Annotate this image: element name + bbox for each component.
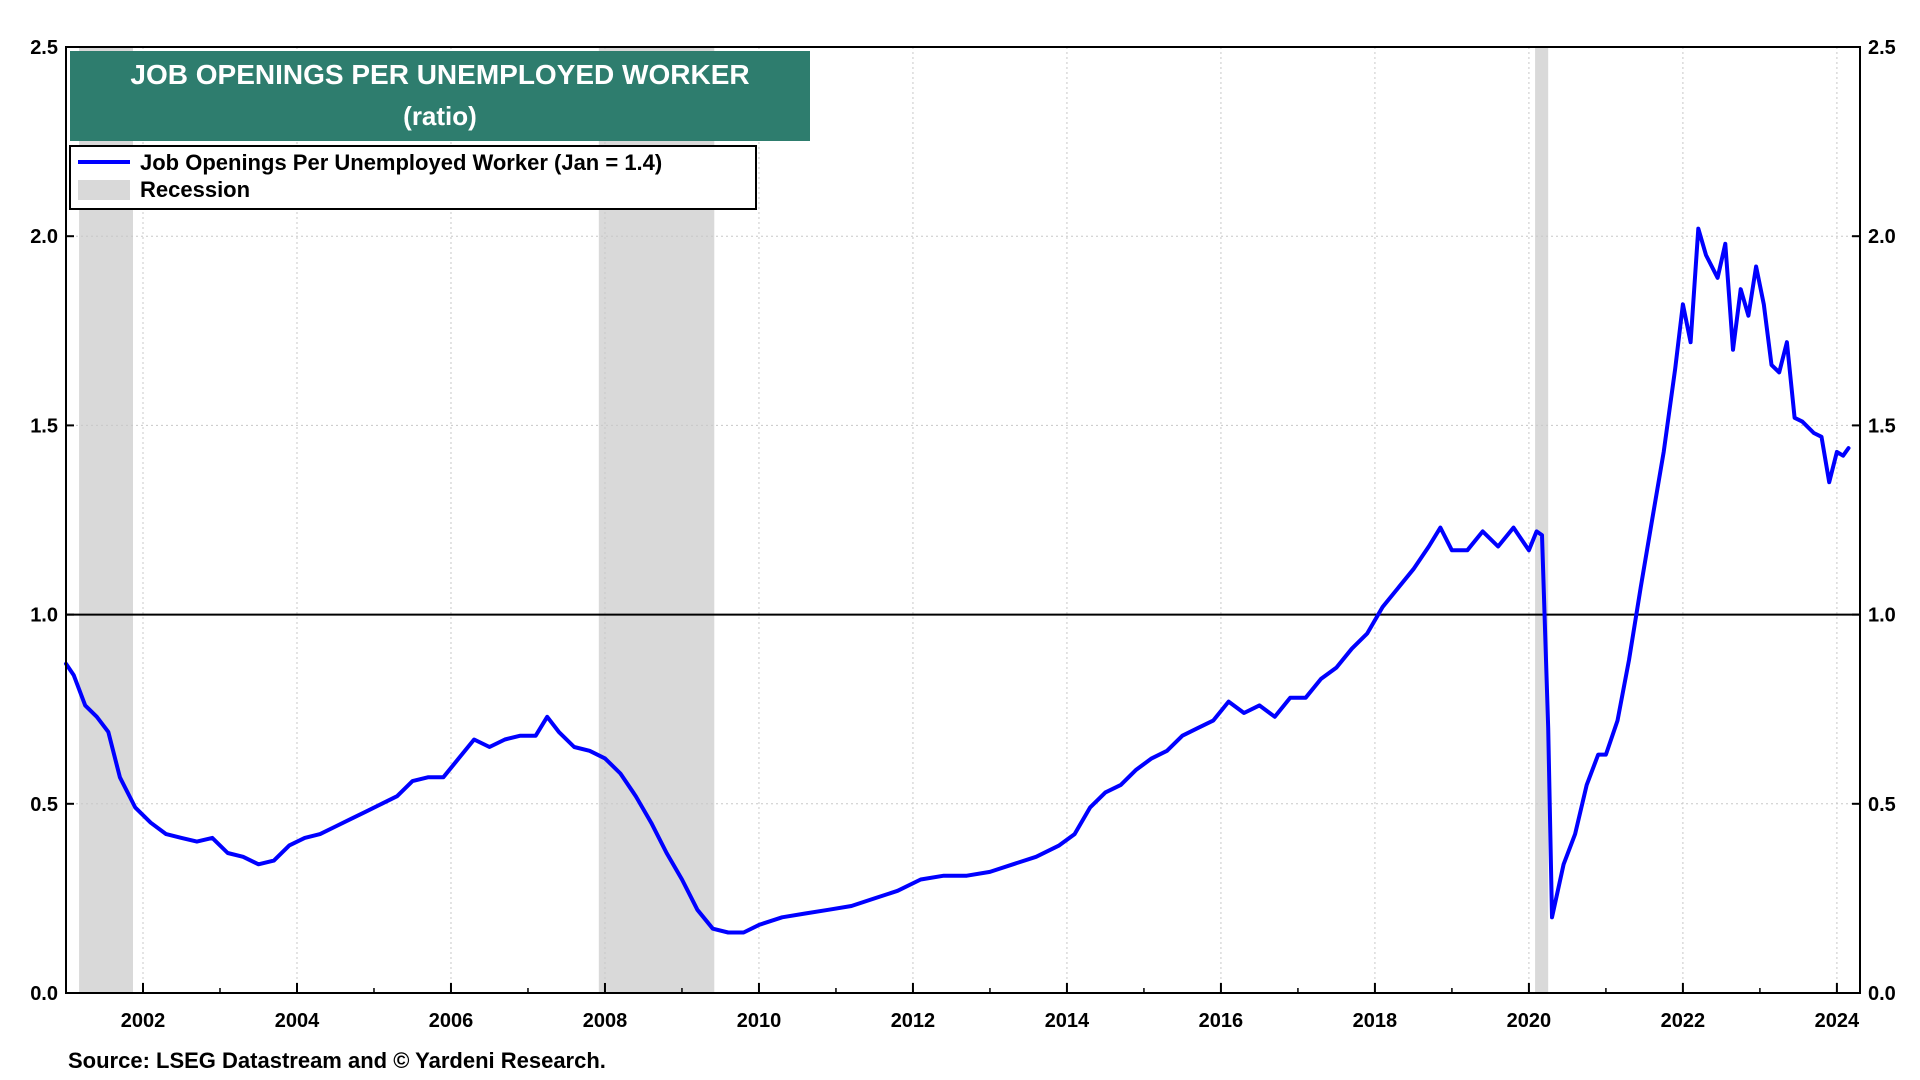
recession-band: [1535, 47, 1549, 993]
x-tick-label: 2002: [121, 1010, 166, 1032]
legend-frame: [69, 145, 757, 210]
x-tick-label: 2006: [429, 1010, 474, 1032]
title-box: JOB OPENINGS PER UNEMPLOYED WORKER (rati…: [70, 51, 810, 141]
chart-title: JOB OPENINGS PER UNEMPLOYED WORKER: [130, 59, 749, 90]
y-tick-label-left: 2.0: [30, 226, 58, 248]
x-tick-label: 2010: [737, 1010, 782, 1032]
y-tick-label-left: 1.0: [30, 605, 58, 627]
y-tick-label-right: 1.0: [1868, 605, 1896, 627]
y-tick-label-right: 2.5: [1868, 37, 1896, 59]
series-line: [64, 226, 1851, 935]
y-tick-label-left: 2.5: [30, 37, 58, 59]
plot-frame: [65, 46, 1861, 994]
legend-label-series: Job Openings Per Unemployed Worker (Jan …: [140, 150, 662, 175]
y-tick-label-left: 0.5: [30, 794, 58, 816]
axis-ticks: 0.0 0.0 0.5 0.5 1.0 1.0 1.5 1.5 2.0 2.0 2.5 2.5 2002…: [30, 37, 1896, 1032]
x-tick-label: 2024: [1815, 1010, 1860, 1032]
legend-recession-swatch: [78, 180, 130, 200]
x-tick-label: 2008: [583, 1010, 628, 1032]
title-background: [70, 51, 810, 141]
y-tick-label-right: 1.5: [1868, 415, 1896, 437]
y-tick-label-left: 1.5: [30, 415, 58, 437]
series-layer: [64, 226, 1851, 935]
x-tick-label: 2016: [1199, 1010, 1244, 1032]
x-tick-label: 2018: [1353, 1010, 1398, 1032]
grid-lines: [66, 47, 1860, 993]
chart-subtitle: (ratio): [403, 101, 477, 131]
x-tick-label: 2022: [1661, 1010, 1706, 1032]
x-tick-label: 2004: [275, 1010, 320, 1032]
y-tick-label-right: 0.5: [1868, 794, 1896, 816]
x-tick-label: 2014: [1045, 1010, 1090, 1032]
y-tick-label-right: 2.0: [1868, 226, 1896, 248]
y-tick-label-right: 0.0: [1868, 983, 1896, 1005]
y-tick-label-left: 0.0: [30, 983, 58, 1005]
x-tick-label: 2020: [1507, 1010, 1552, 1032]
legend-label-recession: Recession: [140, 177, 250, 202]
legend: Job Openings Per Unemployed Worker (Jan …: [69, 145, 757, 210]
source-note: Source: LSEG Datastream and © Yardeni Re…: [68, 1048, 606, 1073]
x-tick-label: 2012: [891, 1010, 936, 1032]
